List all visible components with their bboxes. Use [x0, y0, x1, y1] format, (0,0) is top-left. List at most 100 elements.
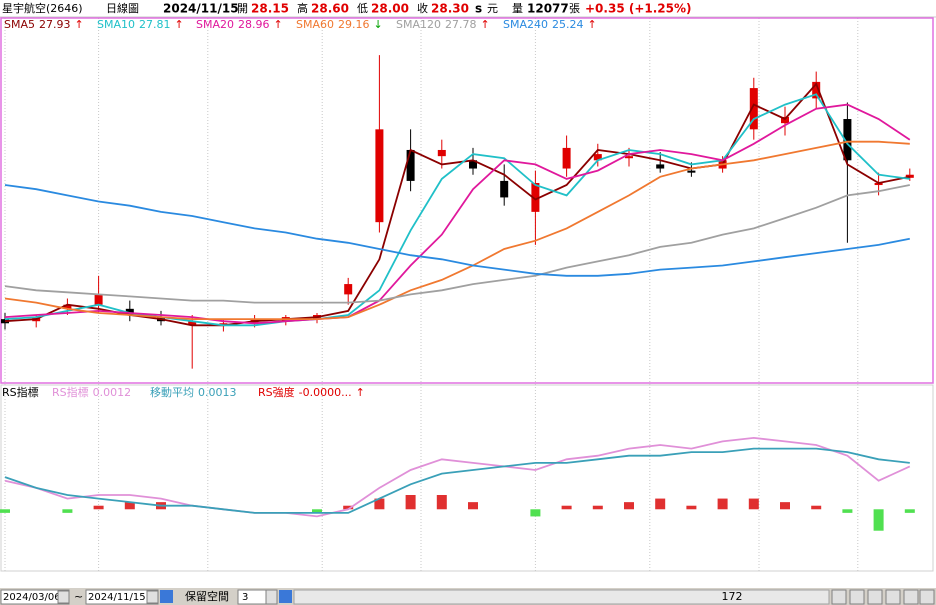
- volume-unit: 張: [569, 2, 580, 15]
- rs-line: [4, 436, 911, 518]
- sma-line: [4, 140, 910, 321]
- rs-strength-bar: [436, 495, 447, 510]
- close-label: 收: [417, 1, 428, 15]
- candle-body: [781, 116, 789, 124]
- candle-body: [812, 81, 821, 99]
- legend-part: 27.81: [139, 18, 171, 31]
- candle-body: [531, 182, 540, 212]
- rs-line: [4, 447, 910, 514]
- volume-value: 12077: [527, 2, 569, 16]
- rs-strength-bar: [873, 509, 884, 531]
- reserve-spin[interactable]: [265, 589, 278, 605]
- legend-part: ↑: [75, 18, 84, 31]
- candle-body: [94, 294, 103, 305]
- candle-body: [406, 149, 415, 181]
- high-value: 28.60: [311, 2, 349, 16]
- legend-entry: RS強度 -0.0000... ↑: [258, 385, 365, 399]
- zoom-out-button[interactable]: [867, 589, 883, 605]
- high-label: 高: [297, 1, 308, 15]
- apply-button[interactable]: [160, 590, 173, 603]
- candle-body: [874, 182, 883, 186]
- candle-body: [344, 284, 353, 295]
- volume-label: 量: [512, 2, 523, 15]
- rs-strength-bar: [561, 505, 572, 510]
- reserve-apply[interactable]: [279, 590, 292, 603]
- rs-strength-bar: [686, 505, 697, 510]
- legend-part: SMA20: [196, 18, 234, 31]
- legend-part: ↓: [374, 18, 383, 31]
- legend-part: ↑: [274, 18, 283, 31]
- legend-part: RS指標: [52, 385, 89, 399]
- legend-part: SMA120: [396, 18, 441, 31]
- stock-name: 星宇航空(2646): [2, 1, 83, 15]
- candle-body: [843, 119, 852, 161]
- sma-line: [4, 103, 911, 325]
- legend-part: 28.96: [238, 18, 270, 31]
- close-value: 28.30: [431, 2, 469, 16]
- to-date: 2024/11/15: [88, 592, 146, 603]
- from-dropdown[interactable]: [57, 590, 70, 604]
- scroll-left[interactable]: [831, 589, 847, 605]
- settings-button[interactable]: [903, 589, 919, 605]
- candle-body: [63, 304, 72, 309]
- reserve-value: 3: [242, 592, 248, 603]
- candle-body: [125, 308, 134, 316]
- legend-entry: SMA120 27.78 ↑: [396, 18, 490, 31]
- scroll-right[interactable]: [919, 589, 935, 605]
- legend-entry: SMA240 25.24 ↑: [503, 18, 597, 31]
- rs-strength-bar: [343, 505, 354, 510]
- rs-strength-bar: [780, 502, 790, 510]
- rs-strength-bar: [655, 498, 666, 510]
- s-mark: s: [475, 2, 482, 16]
- bar-count: 172: [722, 590, 743, 603]
- legend-part: -0.0000...: [299, 386, 352, 399]
- rs-strength-bar: [530, 509, 541, 517]
- legend-entry: SMA5 27.93 ↑: [4, 18, 84, 31]
- price-unit: 元: [487, 2, 498, 15]
- rs-strength-bar: [842, 509, 853, 513]
- legend-part: SMA10: [97, 18, 135, 31]
- candle-body: [1, 319, 9, 324]
- candle-body: [500, 180, 509, 198]
- rs-strength-bar: [904, 509, 915, 513]
- candle-body: [656, 164, 665, 169]
- rs-strength-bar: [468, 502, 478, 510]
- rs-strength-bar: [312, 509, 322, 513]
- legend-part: 29.16: [338, 18, 370, 31]
- rs-strength-bar: [124, 502, 135, 510]
- date: 2024/11/15: [163, 2, 239, 16]
- legend-part: 25.24: [552, 18, 584, 31]
- legend-part: 27.78: [445, 18, 477, 31]
- sma-line: [4, 82, 910, 327]
- legend-part: 0.0012: [93, 386, 132, 399]
- rs-strength-bar: [592, 505, 603, 510]
- legend-entry: SMA20 28.96 ↑: [196, 18, 283, 31]
- zoom-in-button[interactable]: [885, 589, 901, 605]
- period: 日線圖: [106, 1, 139, 15]
- candle-body: [905, 174, 914, 178]
- legend-part: 移動平均: [150, 385, 194, 399]
- candle-body: [625, 156, 633, 159]
- candle-body: [437, 149, 446, 157]
- candle-body: [687, 170, 696, 173]
- price-panel: [1, 18, 933, 383]
- rs-strength-bar: [93, 505, 104, 510]
- tilde: ~: [74, 590, 83, 603]
- to-dropdown[interactable]: [146, 590, 159, 604]
- sma-line: [4, 184, 910, 277]
- sma-line: [4, 184, 910, 304]
- rs-title: RS指標: [2, 385, 39, 399]
- legend-part: 27.93: [39, 18, 71, 31]
- candle-body: [593, 154, 602, 161]
- reserve-label: 保留空間: [185, 589, 229, 603]
- legend-part: ↑: [481, 18, 490, 31]
- rs-strength-bar: [748, 498, 759, 510]
- legend-entry: RS指標 0.0012: [52, 385, 131, 399]
- rs-strength-bar: [0, 509, 10, 513]
- legend-entry: SMA10 27.81 ↑: [97, 18, 184, 31]
- rs-strength-bar: [62, 509, 73, 513]
- price-frame: [0, 17, 934, 384]
- zoom-button[interactable]: [849, 589, 865, 605]
- scrollbar[interactable]: [293, 589, 830, 605]
- low-value: 28.00: [371, 2, 409, 16]
